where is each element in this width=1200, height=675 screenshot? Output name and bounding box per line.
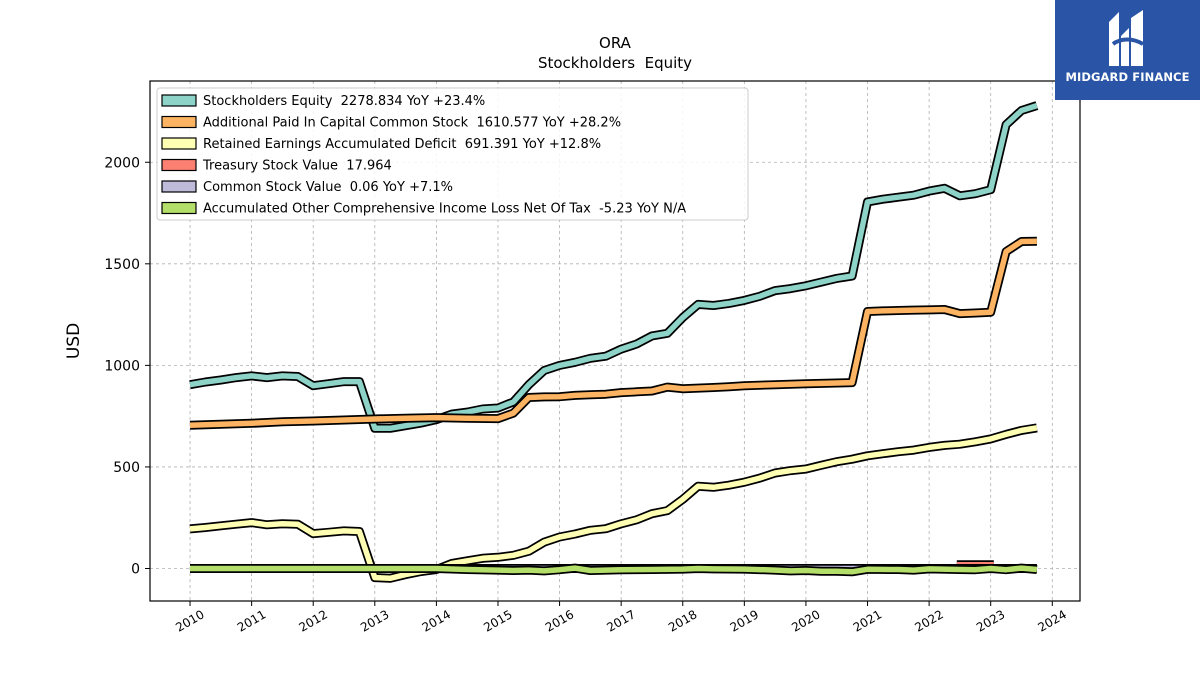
series-stroke: [189, 425, 1038, 582]
x-tick-label: 2018: [666, 607, 699, 634]
legend-swatch: [161, 201, 197, 215]
legend-box: [156, 87, 749, 221]
legend-swatch: [161, 158, 197, 172]
x-tick-label: 2019: [728, 607, 761, 634]
legend-label: Accumulated Other Comprehensive Income L…: [203, 202, 686, 217]
midgard-finance-logo: MIDGARD FINANCE: [1055, 0, 1200, 100]
legend-swatch: [161, 115, 197, 129]
legend-label: Additional Paid In Capital Common Stock …: [203, 116, 621, 131]
series-stroke: [189, 102, 1038, 432]
chart-subtitle-text: Stockholders Equity: [538, 54, 692, 72]
x-tick-label: 2024: [1036, 607, 1069, 634]
legend-swatch: [161, 94, 197, 107]
series-stroke: [189, 238, 1037, 429]
legend-item: Retained Earnings Accumulated Deficit 69…: [161, 137, 601, 152]
x-tick-label: 2010: [173, 607, 206, 634]
legend-item: Accumulated Other Comprehensive Income L…: [161, 201, 686, 217]
y-tick-label: 500: [113, 460, 140, 476]
x-tick-label: 2020: [789, 607, 822, 634]
logo-mark-icon: [1109, 10, 1145, 66]
y-tick-label: 2000: [104, 155, 140, 171]
series-line-5: [190, 563, 1038, 577]
x-tick-label: 2017: [604, 607, 637, 634]
chart-title: ORA Stockholders Equity: [538, 34, 692, 72]
series-line-1: [189, 236, 1037, 430]
plot-frame: [149, 80, 1081, 602]
legend-label: Treasury Stock Value 17.964: [202, 159, 392, 174]
legend-swatch: [161, 180, 197, 193]
legend-label: Retained Earnings Accumulated Deficit 69…: [203, 137, 601, 152]
x-tick-label: 2013: [358, 607, 391, 634]
legend: Stockholders Equity 2278.834 YoY +23.4% A…: [156, 87, 749, 221]
x-tick-label: 2011: [235, 607, 268, 634]
legend-swatch: [161, 137, 197, 150]
series-outline: [189, 236, 1037, 430]
chart-title-text: ORA: [599, 34, 632, 52]
legend-item: Treasury Stock Value 17.964: [161, 158, 392, 174]
legend-label: Common Stock Value 0.06 YoY +7.1%: [203, 180, 453, 195]
x-tick-label: 2021: [851, 607, 884, 634]
series-stroke: [190, 565, 1038, 575]
x-tick-label: 2012: [296, 607, 329, 634]
x-tick-label: 2022: [912, 607, 945, 634]
logo-text: MIDGARD FINANCE: [1065, 70, 1190, 84]
x-tick-label: 2015: [481, 607, 514, 634]
legend-item: Additional Paid In Capital Common Stock …: [161, 115, 621, 131]
y-axis: 0 500 1000 1500 2000: [104, 155, 150, 578]
legend-item: Common Stock Value 0.06 YoY +7.1%: [161, 180, 453, 195]
x-axis: 2010 2011 2012 2013 2014 2015 2016 2017 2018 2019…: [173, 601, 1069, 635]
legend-label: Stockholders Equity 2278.834 YoY +23.4%: [203, 94, 485, 109]
x-tick-label: 2016: [543, 607, 576, 634]
legend-item: Stockholders Equity 2278.834 YoY +23.4%: [161, 94, 485, 109]
x-tick-label: 2014: [420, 607, 453, 634]
series-line-0: [189, 101, 1039, 433]
series-line-2: [189, 423, 1038, 583]
y-tick-label: 1500: [104, 257, 140, 273]
y-tick-label: 1000: [104, 358, 140, 374]
x-tick-label: 2023: [974, 607, 1007, 634]
y-axis-label: USD: [64, 323, 84, 359]
y-tick-label: 0: [131, 562, 140, 578]
series-layer: [189, 101, 1039, 583]
